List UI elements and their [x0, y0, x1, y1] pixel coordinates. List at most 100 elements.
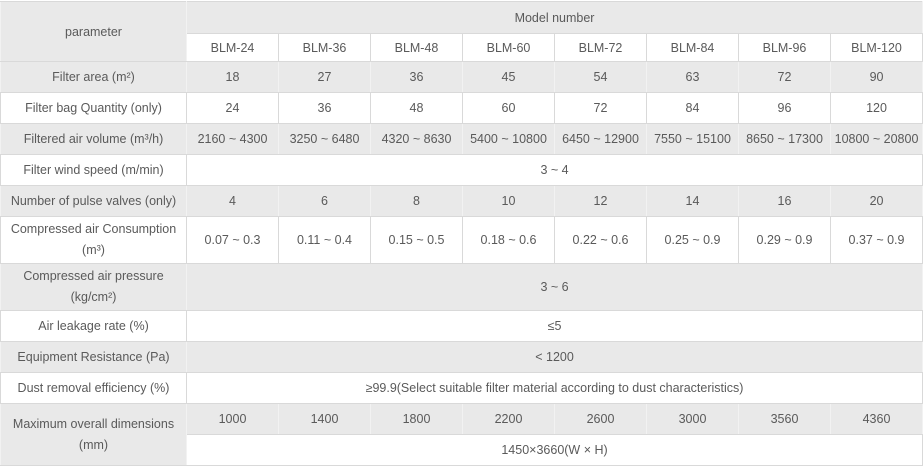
table-row: Maximum overall dimensions (mm) 1000 1400 18…	[0, 403, 923, 466]
row-label-cell: Equipment Resistance (Pa)	[0, 341, 187, 373]
value-cell: 12	[554, 185, 647, 217]
value-cell: 0.18 ~ 0.6	[462, 216, 555, 264]
row-label-line: Number of pulse valves (only)	[10, 193, 177, 208]
value-cell: 90	[829, 61, 923, 93]
value-cell: 16	[738, 185, 831, 217]
span-value-cell: 3 ~ 6	[185, 263, 923, 311]
value-cell: 8	[370, 185, 463, 217]
row-label-cell: Air leakage rate (%)	[0, 310, 187, 342]
row-label-cell: Dust removal efficiency (%)	[0, 372, 187, 404]
value-cell: 4360	[829, 403, 923, 435]
model-header-cell: BLM-36	[278, 33, 371, 62]
model-header-cell: BLM-24	[186, 33, 279, 62]
row-label-line: (kg/cm²)	[70, 290, 117, 304]
value-cell: 4	[186, 185, 279, 217]
row-label-line: Air leakage rate (%)	[38, 318, 149, 333]
value-cell: 84	[646, 92, 739, 124]
value-cell: 1400	[278, 403, 371, 435]
table-row: Filter bag Quantity (only) 24 36 48 60 72 84 96…	[0, 92, 923, 124]
value-cell: 60	[462, 92, 555, 124]
row-label-line: Filter bag Quantity (only)	[25, 100, 162, 115]
value-cell: 6450 ~ 12900	[554, 123, 647, 155]
value-cell: 48	[370, 92, 463, 124]
value-cell: 0.37 ~ 0.9	[829, 216, 923, 264]
value-cell: 4320 ~ 8630	[370, 123, 463, 155]
table-row: Equipment Resistance (Pa) < 1200	[0, 341, 923, 373]
value-cell: 2600	[554, 403, 647, 435]
value-cell: 27	[278, 61, 371, 93]
value-cell: 10800 ~ 20800	[829, 123, 923, 155]
row-label-line: Filtered air volume (m³/h)	[23, 131, 164, 146]
value-cell: 0.25 ~ 0.9	[646, 216, 739, 264]
row-label-cell: Compressed air Consumption (m³)	[0, 216, 187, 264]
value-cell: 1000	[186, 403, 279, 435]
row-label-line: Compressed air pressure	[23, 269, 164, 283]
table-row: 1450×3660(W × H)	[1, 434, 923, 466]
value-cell: 3000	[646, 403, 739, 435]
value-cell: 45	[462, 61, 555, 93]
row-label-cell: Filtered air volume (m³/h)	[0, 123, 187, 155]
value-cell: 72	[554, 92, 647, 124]
span-value-cell: 3 ~ 4	[185, 154, 923, 186]
row-label-cell: Filter bag Quantity (only)	[0, 92, 187, 124]
value-cell: 0.15 ~ 0.5	[370, 216, 463, 264]
span-value-cell: ≥99.9(Select suitable filter material ac…	[185, 372, 923, 404]
span-value-cell: 1450×3660(W × H)	[185, 434, 923, 466]
model-header-cell: BLM-48	[370, 33, 463, 62]
row-label-line: Dust removal efficiency (%)	[17, 380, 170, 395]
value-cell: 36	[370, 61, 463, 93]
value-cell: 3560	[738, 403, 831, 435]
value-cell: 18	[186, 61, 279, 93]
table-row: Filter wind speed (m/min) 3 ~ 4	[0, 154, 923, 186]
table-row: Compressed air pressure (kg/cm²) 3 ~ 6	[0, 263, 923, 311]
value-cell: 7550 ~ 15100	[646, 123, 739, 155]
value-cell: 2200	[462, 403, 555, 435]
row-label-cell: Maximum overall dimensions (mm)	[0, 403, 187, 466]
value-cell: 54	[554, 61, 647, 93]
row-label-line: Filter wind speed (m/min)	[23, 162, 164, 177]
value-cell: 5400 ~ 10800	[462, 123, 555, 155]
value-cell: 24	[186, 92, 279, 124]
row-label-line: Compressed air Consumption	[10, 222, 177, 236]
model-header-cell: BLM-84	[646, 33, 739, 62]
header-row-model-number: parameter Model number	[0, 1, 923, 62]
table-row: Filter area (m²) 18 27 36 45 54 63 72 90	[0, 61, 923, 93]
model-header-cell: BLM-60	[462, 33, 555, 62]
table-row: Dust removal efficiency (%) ≥99.9(Select …	[0, 372, 923, 404]
parameter-header-cell: parameter	[0, 1, 187, 62]
value-cell: 14	[646, 185, 739, 217]
row-label-line: (m³)	[82, 243, 105, 257]
model-header-cell: BLM-72	[554, 33, 647, 62]
value-cell: 36	[278, 92, 371, 124]
table-row: Number of pulse valves (only) 4 6 8 10 12 14 16…	[0, 185, 923, 217]
value-cell: 8650 ~ 17300	[738, 123, 831, 155]
value-cell: 0.11 ~ 0.4	[278, 216, 371, 264]
row-label-line: Maximum overall dimensions	[12, 416, 175, 431]
table-row: Compressed air Consumption (m³) 0.07 ~ 0.3…	[0, 216, 923, 264]
table-row: Filtered air volume (m³/h) 2160 ~ 4300 325…	[0, 123, 923, 155]
value-cell: 2160 ~ 4300	[186, 123, 279, 155]
model-header-cell: BLM-96	[738, 33, 831, 62]
value-cell: 3250 ~ 6480	[278, 123, 371, 155]
value-cell: 20	[829, 185, 923, 217]
span-value-cell: < 1200	[185, 341, 923, 373]
value-cell: 6	[278, 185, 371, 217]
row-label-cell: Number of pulse valves (only)	[0, 185, 187, 217]
model-number-header-cell: Model number	[185, 1, 923, 34]
value-cell: 96	[738, 92, 831, 124]
value-cell: 72	[738, 61, 831, 93]
value-cell: 10	[462, 185, 555, 217]
model-header-cell: BLM-120	[829, 33, 923, 62]
value-cell: 120	[829, 92, 923, 124]
value-cell: 0.29 ~ 0.9	[738, 216, 831, 264]
value-cell: 63	[646, 61, 739, 93]
value-cell: 0.22 ~ 0.6	[554, 216, 647, 264]
row-label-line: (mm)	[78, 437, 109, 452]
row-label-line: Equipment Resistance (Pa)	[17, 349, 170, 364]
span-value-cell: ≤5	[185, 310, 923, 342]
header-row-models: BLM-24 BLM-36 BLM-48 BLM-60 BLM-72 BLM-84 BLM-…	[1, 33, 923, 62]
row-label-cell: Filter wind speed (m/min)	[0, 154, 187, 186]
value-cell: 1800	[370, 403, 463, 435]
table-row: Air leakage rate (%) ≤5	[0, 310, 923, 342]
